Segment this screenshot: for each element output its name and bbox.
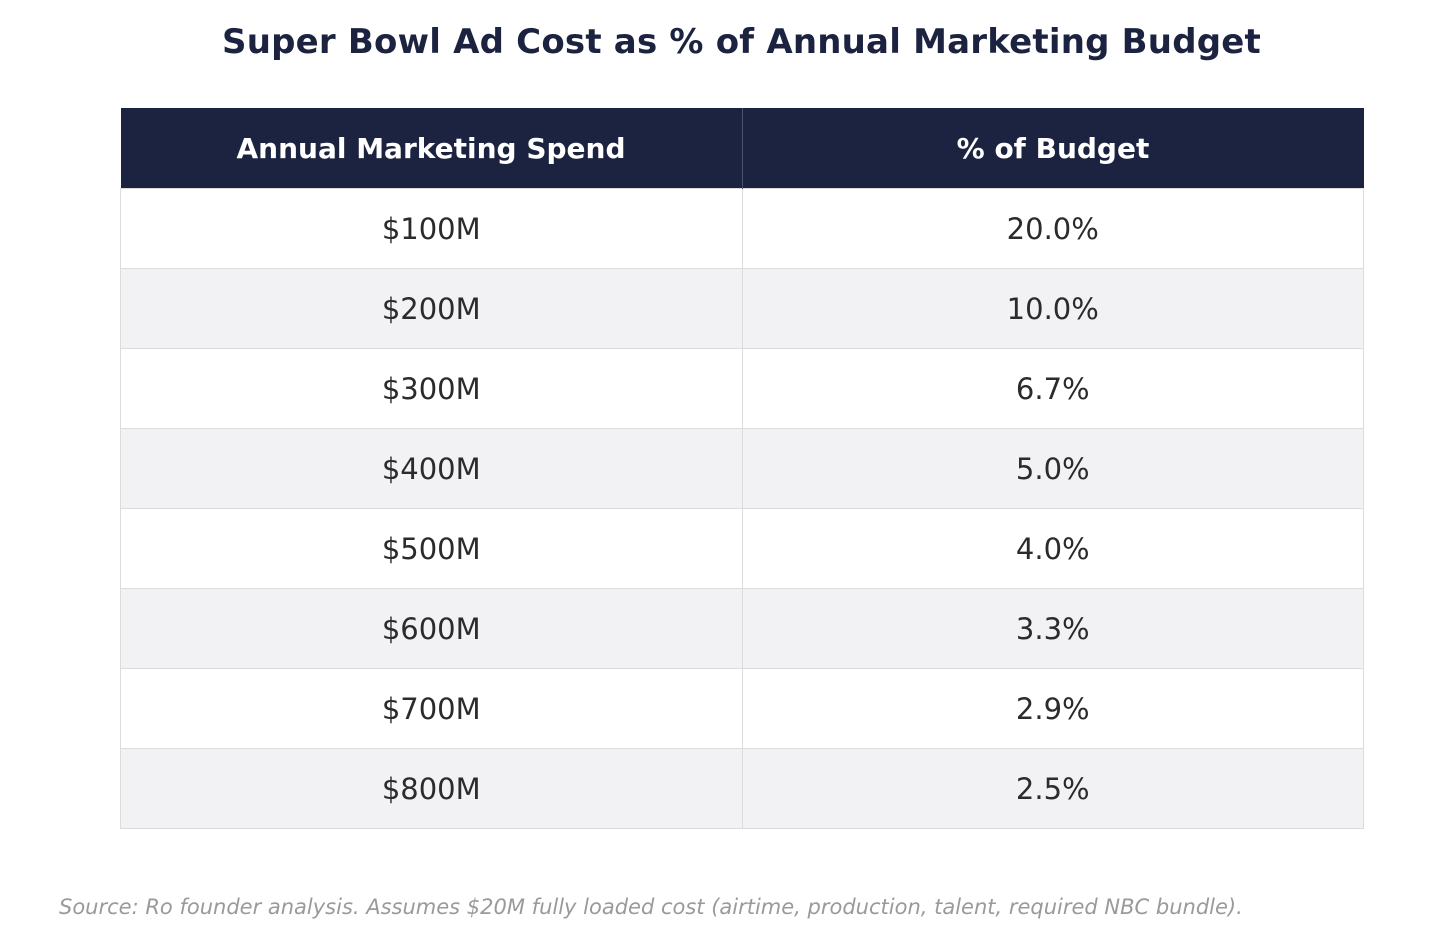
cell-percent-of-budget: 20.0% bbox=[741, 188, 1364, 269]
cell-percent-of-budget: 10.0% bbox=[741, 268, 1364, 349]
cell-marketing-spend: $600M bbox=[120, 588, 743, 669]
column-header-spend: Annual Marketing Spend bbox=[120, 108, 743, 189]
cell-marketing-spend: $200M bbox=[120, 268, 743, 349]
table-row: $600M 3.3% bbox=[120, 588, 1364, 669]
table-header-row: Annual Marketing Spend % of Budget bbox=[120, 108, 1364, 189]
cell-percent-of-budget: 5.0% bbox=[741, 428, 1364, 509]
cell-marketing-spend: $300M bbox=[120, 348, 743, 429]
table-row: $700M 2.9% bbox=[120, 668, 1364, 749]
table-row: $500M 4.0% bbox=[120, 508, 1364, 589]
chart-title: Super Bowl Ad Cost as % of Annual Market… bbox=[222, 22, 1261, 62]
data-table: Annual Marketing Spend % of Budget $100M… bbox=[120, 108, 1364, 829]
table-body: $100M 20.0% $200M 10.0% $300M 6.7% $400M 5.0% $5… bbox=[120, 188, 1364, 829]
column-header-percent: % of Budget bbox=[742, 108, 1364, 189]
cell-marketing-spend: $500M bbox=[120, 508, 743, 589]
table-row: $400M 5.0% bbox=[120, 428, 1364, 509]
table-row: $200M 10.0% bbox=[120, 268, 1364, 349]
table-row: $100M 20.0% bbox=[120, 188, 1364, 269]
cell-percent-of-budget: 4.0% bbox=[741, 508, 1364, 589]
cell-percent-of-budget: 2.5% bbox=[741, 748, 1364, 829]
source-note: Source: Ro founder analysis. Assumes $20… bbox=[59, 895, 1243, 919]
cell-percent-of-budget: 3.3% bbox=[741, 588, 1364, 669]
cell-percent-of-budget: 6.7% bbox=[741, 348, 1364, 429]
cell-marketing-spend: $800M bbox=[120, 748, 743, 829]
cell-percent-of-budget: 2.9% bbox=[741, 668, 1364, 749]
cell-marketing-spend: $100M bbox=[120, 188, 743, 269]
cell-marketing-spend: $700M bbox=[120, 668, 743, 749]
table-row: $800M 2.5% bbox=[120, 748, 1364, 829]
cell-marketing-spend: $400M bbox=[120, 428, 743, 509]
table-row: $300M 6.7% bbox=[120, 348, 1364, 429]
